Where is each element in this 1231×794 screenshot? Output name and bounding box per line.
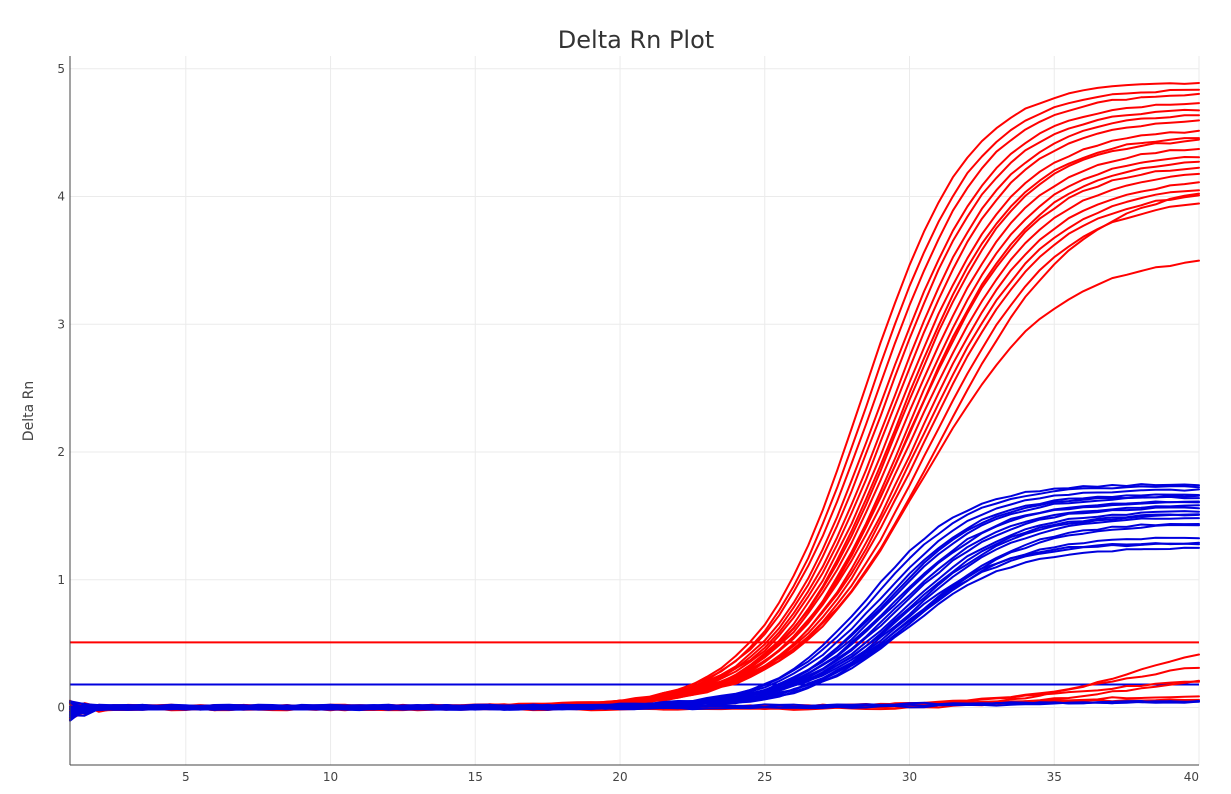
chart-title: Delta Rn Plot [558, 26, 714, 54]
series-line-red [69, 181, 1200, 713]
y-tick-label: 2 [57, 445, 65, 459]
series-line-red [69, 192, 1200, 719]
series-line-red [69, 666, 1200, 720]
series-line-red [69, 259, 1200, 721]
x-tick-label: 25 [757, 770, 772, 784]
series-line-red [69, 202, 1200, 715]
grid [70, 56, 1200, 765]
x-tick-label: 40 [1184, 770, 1199, 784]
x-tick-label: 10 [323, 770, 338, 784]
series-line-blue [69, 546, 1200, 715]
series-line-blue [69, 700, 1200, 716]
y-tick-label: 5 [57, 62, 65, 76]
x-tick-label: 20 [612, 770, 627, 784]
series-line-blue [69, 495, 1200, 714]
x-tick-label: 5 [182, 770, 190, 784]
series-line-red [69, 82, 1200, 720]
y-tick-label: 4 [57, 190, 65, 204]
series-group [69, 82, 1200, 722]
series-line-red [69, 92, 1200, 712]
series-line-blue [69, 510, 1200, 710]
y-axis-title: Delta Rn [21, 381, 37, 441]
y-tick-label: 1 [57, 573, 65, 587]
series-line-red [69, 102, 1200, 711]
series-line-red [69, 172, 1200, 711]
threshold-lines [70, 641, 1199, 686]
x-tick-label: 15 [468, 770, 483, 784]
series-line-blue [69, 541, 1200, 721]
series-line-blue [69, 542, 1200, 717]
series-line-blue [69, 517, 1200, 718]
series-line-red [69, 129, 1200, 713]
y-tick-label: 0 [57, 701, 65, 715]
tick-labels: 5 10 15 20 25 30 35 40 0 1 2 3 4 5 [57, 62, 1199, 784]
series-line-red [69, 108, 1200, 714]
series-line-blue [69, 536, 1200, 715]
series-line-red [69, 160, 1200, 709]
series-line-blue [69, 483, 1200, 710]
series-line-red [69, 88, 1200, 716]
axes [69, 56, 1199, 766]
series-line-red [69, 119, 1200, 714]
x-tick-label: 35 [1047, 770, 1062, 784]
series-line-red [69, 189, 1200, 720]
x-tick-label: 30 [902, 770, 917, 784]
series-line-red [69, 148, 1200, 722]
y-tick-label: 3 [57, 317, 65, 331]
